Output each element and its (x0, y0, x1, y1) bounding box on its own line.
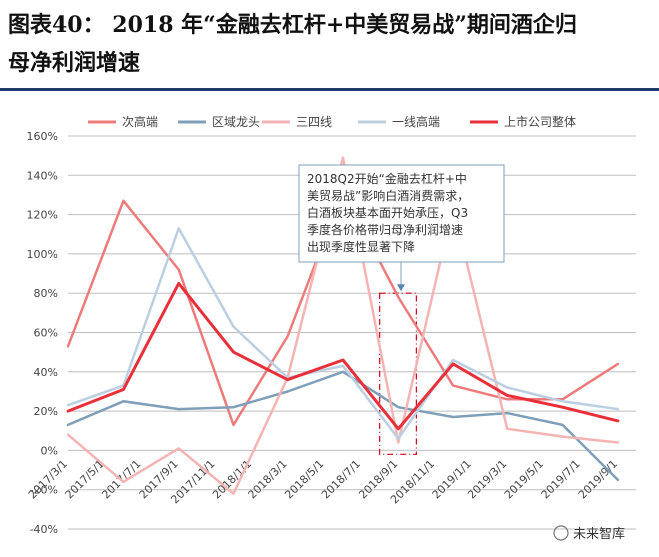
title-line-2: 母净利润增速 (8, 50, 141, 76)
annotation-line: 季度各价格带归母净利润增速 (307, 222, 463, 237)
watermark: 未来智库 (573, 526, 625, 542)
y-tick-label: 160% (27, 130, 58, 143)
x-tick-label: 2018/7/1 (319, 457, 363, 501)
y-tick-label: 20% (34, 405, 58, 418)
legend-label: 三四线 (296, 115, 332, 129)
x-tick-label: 2018/5/1 (282, 457, 326, 501)
title-divider (0, 88, 659, 91)
x-tick-label: 2019/5/1 (502, 457, 546, 501)
y-tick-label: -20% (30, 484, 58, 497)
highlight-box (379, 292, 417, 455)
chart-title: 图表40： 2018 年“金融去杠杆+中美贸易战”期间酒企归 母净利润增速 (8, 6, 653, 82)
y-tick-label: 80% (34, 287, 58, 300)
legend-label: 区域龙头 (212, 115, 260, 129)
annotation-line: 2018Q2开始“金融去杠杆+中 (307, 171, 467, 186)
y-tick-label: 40% (34, 366, 58, 379)
title-line-1: 图表40： 2018 年“金融去杠杆+中美贸易战”期间酒企归 (8, 12, 577, 38)
x-tick-label: 2019/7/1 (539, 457, 583, 501)
x-tick-label: 2019/3/1 (465, 457, 509, 501)
annotation-arrowhead (397, 284, 405, 292)
y-tick-label: 60% (34, 327, 58, 340)
x-tick-label: 2017/5/1 (63, 457, 107, 501)
y-tick-label: 140% (27, 169, 58, 182)
annotation-line: 美贸易战”影响白酒消费需求， (307, 188, 469, 203)
series-line-4 (66, 227, 620, 440)
annotation-line: 白酒板块基本面开始承压，Q3 (307, 205, 468, 220)
series-line-3 (66, 156, 620, 495)
legend-label: 次高端 (122, 114, 158, 129)
y-tick-label: 100% (27, 248, 58, 261)
y-tick-label: 120% (27, 209, 58, 222)
legend-label: 上市公司整体 (504, 114, 576, 129)
annotation-box (298, 164, 505, 263)
wechat-icon (553, 525, 569, 541)
legend-label: 一线高端 (392, 114, 440, 129)
y-tick-label: -40% (30, 523, 58, 536)
y-tick-label: 0% (41, 444, 58, 457)
series-line-2 (66, 370, 620, 482)
x-tick-label: 2018/3/1 (246, 457, 290, 501)
series-line-5 (66, 281, 620, 431)
x-tick-label: 2019/9/1 (576, 457, 620, 501)
annotation-line: 出现季度性显著下降 (307, 239, 415, 254)
